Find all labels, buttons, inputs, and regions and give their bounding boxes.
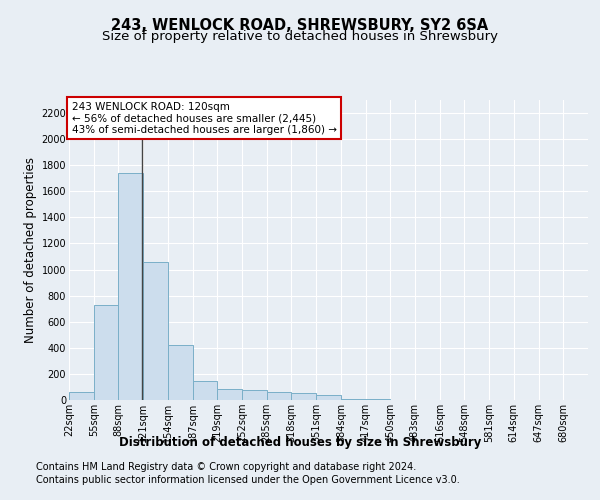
Bar: [193, 381, 217, 400]
Bar: [316, 395, 341, 400]
Y-axis label: Number of detached properties: Number of detached properties: [25, 157, 37, 343]
Bar: [292, 393, 316, 400]
Bar: [94, 305, 118, 400]
Text: 243, WENLOCK ROAD, SHREWSBURY, SY2 6SA: 243, WENLOCK ROAD, SHREWSBURY, SY2 6SA: [112, 18, 488, 32]
Bar: [168, 345, 193, 400]
Bar: [143, 262, 168, 400]
Bar: [242, 390, 267, 400]
Bar: [69, 392, 94, 400]
Bar: [217, 389, 242, 400]
Text: Distribution of detached houses by size in Shrewsbury: Distribution of detached houses by size …: [119, 436, 481, 449]
Text: Size of property relative to detached houses in Shrewsbury: Size of property relative to detached ho…: [102, 30, 498, 43]
Text: Contains public sector information licensed under the Open Government Licence v3: Contains public sector information licen…: [36, 475, 460, 485]
Bar: [118, 173, 143, 400]
Text: Contains HM Land Registry data © Crown copyright and database right 2024.: Contains HM Land Registry data © Crown c…: [36, 462, 416, 472]
Bar: [341, 398, 365, 400]
Text: 243 WENLOCK ROAD: 120sqm
← 56% of detached houses are smaller (2,445)
43% of sem: 243 WENLOCK ROAD: 120sqm ← 56% of detach…: [71, 102, 337, 134]
Bar: [267, 392, 292, 400]
